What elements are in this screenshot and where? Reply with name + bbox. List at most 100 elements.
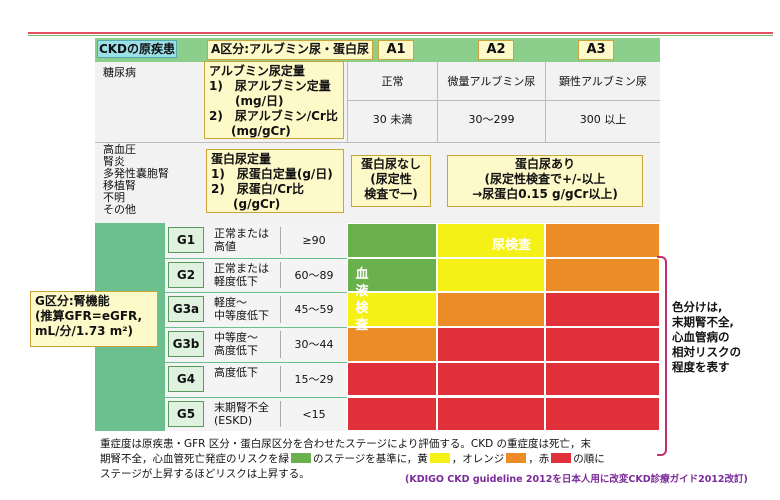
g-desc-line2: 軽度低下 — [214, 274, 258, 288]
g-range: 15〜29 — [294, 372, 334, 386]
g-desc: 末期腎不全 (ESKD) — [214, 401, 269, 427]
albumin-line2: 2) 尿アルブミン/Cr比 — [209, 109, 338, 123]
other-diseases: 高血圧 腎炎 多発性嚢胞腎 移植腎 不明 その他 — [103, 144, 169, 216]
risk-note: 色分けは, 末期腎不全, 心血管病の 相対リスクの 程度を表す — [672, 300, 741, 375]
blood-test-char: 査 — [355, 318, 369, 333]
risk-note-line3: 心血管病の — [672, 330, 730, 344]
g-key-g4: G4 — [168, 365, 204, 392]
row-divider — [95, 142, 660, 143]
g-desc-line2: 高値 — [214, 240, 236, 253]
risk-cell-g1-a3 — [545, 223, 660, 258]
gfr-label-line2: (推算GFR=eGFR, — [35, 309, 143, 323]
disease-diabetes: 糖尿病 — [103, 66, 136, 79]
a2-value: 30〜299 — [468, 113, 515, 126]
g-row-divider — [165, 361, 347, 363]
risk-cell-g3a-a1 — [347, 292, 437, 328]
g-desc-line1: 末期腎不全 — [214, 400, 269, 414]
risk-cell-g4-a2 — [437, 361, 545, 397]
blood-test-char: 液 — [355, 284, 369, 299]
g-section-bg — [165, 223, 347, 431]
risk-note-line5: 程度を表す — [672, 360, 730, 374]
g-separator — [280, 400, 281, 428]
g-desc-line2: 高度低下 — [214, 344, 258, 358]
col-divider — [437, 62, 438, 142]
header-bar — [95, 38, 660, 62]
protein-none-line3: 検査で一) — [364, 187, 418, 201]
g-desc-line2: (ESKD) — [214, 413, 253, 427]
risk-cell-g1-a2 — [437, 223, 545, 258]
g-key-g1: G1 — [168, 227, 204, 253]
albumin-line2b: (mg/gCr) — [231, 124, 291, 138]
g-range: 60〜89 — [294, 268, 334, 282]
gfr-label-line1: G区分:腎機能 — [35, 294, 110, 308]
top-rule — [28, 32, 773, 34]
g-key-g5: G5 — [168, 400, 204, 427]
disease-transplant: 移植腎 — [103, 179, 136, 192]
g-desc-line2: 中等度低下 — [214, 309, 269, 323]
protein-present-box: 蛋白尿あり (尿定性検査で+/-以上 →尿蛋白0.15 g/gCr以上) — [447, 155, 643, 207]
g-row-divider — [165, 327, 347, 329]
g-separator — [280, 227, 281, 254]
g-key-g3b: G3b — [168, 331, 204, 358]
risk-cell-g3b-a1 — [347, 327, 437, 362]
footer-line1: 重症度は原疾患・GFR 区分・蛋白尿区分を合わせたステージにより評価する。CKD… — [100, 438, 592, 450]
disease-other: その他 — [103, 203, 136, 216]
g-desc-line1: 中等度〜 — [214, 331, 258, 345]
g-desc-line1: 正常または — [214, 227, 269, 240]
diabetes-row-bg — [95, 62, 660, 142]
risk-note-line2: 末期腎不全, — [672, 315, 734, 329]
g-separator — [280, 365, 281, 393]
risk-cell-g2-a3 — [545, 257, 660, 293]
risk-cell-g4-a1 — [347, 361, 437, 397]
albumin-title: アルブミン尿定量 — [209, 64, 305, 78]
footer-line2a: 期腎不全，心血管死亡発症のリスクを緑 — [100, 453, 289, 465]
protein-line2: 2) 尿蛋白/Cr比 — [211, 182, 304, 196]
swatch-red — [551, 453, 572, 463]
g-key-g3a: G3a — [168, 296, 204, 323]
source-citation: (KDIGO CKD guideline 2012を日本人用に改変CKD診療ガイ… — [405, 474, 748, 485]
g-desc: 中等度〜 高度低下 — [214, 331, 258, 357]
g-row-divider — [165, 292, 347, 294]
a3-key: A3 — [578, 40, 614, 60]
disease-unknown: 不明 — [103, 191, 125, 204]
blood-test-label: 血 液 検 査 — [353, 266, 371, 334]
col-divider — [347, 62, 348, 142]
g-desc: 高度低下 — [214, 366, 258, 379]
footer-line2e: の順に — [573, 453, 605, 465]
disease-nephritis: 腎炎 — [103, 155, 125, 168]
row-divider — [348, 100, 660, 101]
g-row-divider — [165, 396, 347, 398]
footer-note: 重症度は原疾患・GFR 区分・蛋白尿区分を合わせたステージにより評価する。CKD… — [100, 437, 660, 482]
protein-present-line2: (尿定性検査で+/-以上 — [484, 172, 606, 186]
risk-cell-g4-a3 — [545, 361, 660, 397]
risk-cell-g3b-a3 — [545, 327, 660, 362]
risk-note-line4: 相対リスクの — [672, 345, 741, 359]
gfr-label-line3: mL/分/1.73 m²) — [35, 324, 133, 338]
footer-line2d: ，赤 — [528, 453, 550, 465]
g-desc: 正常または 軽度低下 — [214, 262, 269, 288]
g-range: 30〜44 — [294, 338, 334, 352]
col-divider — [545, 62, 546, 142]
g-separator — [280, 331, 281, 358]
protein-line2b: (g/gCr) — [233, 197, 281, 211]
g-desc-line1: 軽度〜 — [214, 296, 247, 310]
a2-label: 微量アルブミン尿 — [447, 75, 536, 88]
albumin-line1b: (mg/日) — [235, 94, 284, 108]
risk-cell-g5-a3 — [545, 396, 660, 432]
g-row-divider — [165, 257, 347, 259]
swatch-yellow — [429, 453, 450, 463]
a1-label: 正常 — [381, 75, 404, 88]
g-desc: 正常または 高値 — [214, 227, 269, 253]
g-desc-line1: 高度低下 — [214, 365, 258, 379]
risk-cell-g2-a2 — [437, 257, 545, 293]
g-key-g2: G2 — [168, 261, 204, 288]
risk-note-line1: 色分けは, — [672, 300, 723, 314]
risk-cell-g5-a1 — [347, 396, 437, 432]
risk-cell-g3a-a2 — [437, 292, 545, 328]
g-range: <15 — [302, 407, 326, 421]
a2-key: A2 — [478, 40, 514, 60]
footer-line2b: のステージを基準に，黄 — [313, 453, 428, 465]
protein-box: 蛋白尿定量 1) 尿蛋白定量(g/日) 2) 尿蛋白/Cr比 (g/gCr) — [206, 149, 344, 213]
risk-bracket — [657, 256, 667, 456]
protein-none-box: 蛋白尿なし (尿定性 検査で一) — [351, 155, 431, 207]
